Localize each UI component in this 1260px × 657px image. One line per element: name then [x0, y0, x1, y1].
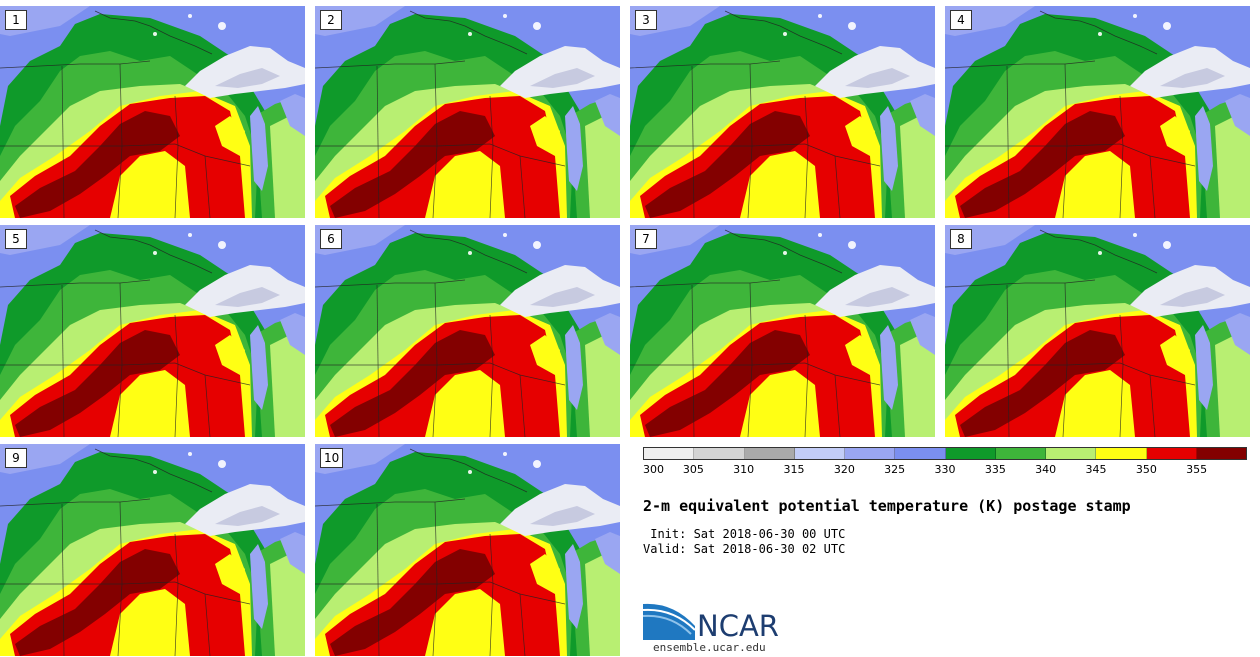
colorbar	[643, 447, 1247, 460]
member-panel-10: 10	[315, 444, 620, 656]
colorbar-segment	[1046, 448, 1097, 459]
map-graphic	[315, 225, 620, 437]
colorbar-segment	[1146, 448, 1197, 459]
member-panel-7: 7	[630, 225, 935, 437]
map-graphic	[0, 444, 305, 656]
colorbar-segment	[744, 448, 795, 459]
colorbar-segment	[644, 448, 695, 459]
member-label: 9	[5, 448, 27, 468]
colorbar-segment	[1096, 448, 1147, 459]
colorbar-tick-label: 345	[1085, 463, 1107, 476]
member-label: 10	[320, 448, 344, 468]
map-graphic	[0, 6, 305, 218]
colorbar-segment	[945, 448, 996, 459]
logo-url: ensemble.ucar.edu	[653, 641, 766, 654]
colorbar-tick-label: 315	[783, 463, 805, 476]
member-label: 5	[5, 229, 27, 249]
ncar-logo-text: NCAR	[697, 609, 779, 643]
member-panel-9: 9	[0, 444, 305, 656]
colorbar-segment	[895, 448, 946, 459]
colorbar-tick-label: 355	[1186, 463, 1208, 476]
ncar-logo-icon	[643, 603, 696, 640]
member-panel-2: 2	[315, 6, 620, 218]
colorbar-segment	[995, 448, 1046, 459]
colorbar-tick-label: 330	[934, 463, 956, 476]
colorbar-tick-label: 335	[984, 463, 1006, 476]
valid-time: Valid: Sat 2018-06-30 02 UTC	[643, 542, 846, 556]
member-label: 1	[5, 10, 27, 30]
colorbar-tick-label: 325	[884, 463, 906, 476]
colorbar-tick-label: 310	[733, 463, 755, 476]
member-panel-3: 3	[630, 6, 935, 218]
map-graphic	[315, 444, 620, 656]
member-panel-6: 6	[315, 225, 620, 437]
member-panel-4: 4	[945, 6, 1250, 218]
member-label: 2	[320, 10, 342, 30]
colorbar-tick-label: 300	[643, 463, 664, 476]
map-graphic	[945, 225, 1250, 437]
member-label: 7	[635, 229, 657, 249]
member-panel-1: 1	[0, 6, 305, 218]
init-time: Init: Sat 2018-06-30 00 UTC	[643, 527, 846, 541]
member-panel-8: 8	[945, 225, 1250, 437]
member-panel-5: 5	[0, 225, 305, 437]
map-graphic	[630, 225, 935, 437]
colorbar-segment	[845, 448, 896, 459]
page-title: 2-m equivalent potential temperature (K)…	[643, 497, 1131, 515]
colorbar-tick-label: 320	[833, 463, 855, 476]
map-graphic	[630, 6, 935, 218]
colorbar-tick-label: 340	[1035, 463, 1057, 476]
colorbar-tick-label: 350	[1135, 463, 1157, 476]
colorbar-ticks: 300 305 310 315 320 325 330 335 340 345 350 355	[643, 463, 1247, 479]
member-label: 8	[950, 229, 972, 249]
member-label: 3	[635, 10, 657, 30]
map-graphic	[315, 6, 620, 218]
colorbar-segment	[1196, 448, 1246, 459]
map-graphic	[945, 6, 1250, 218]
colorbar-segment	[694, 448, 745, 459]
member-label: 6	[320, 229, 342, 249]
map-graphic	[0, 225, 305, 437]
colorbar-segment	[794, 448, 845, 459]
colorbar-tick-label: 305	[682, 463, 704, 476]
member-label: 4	[950, 10, 972, 30]
